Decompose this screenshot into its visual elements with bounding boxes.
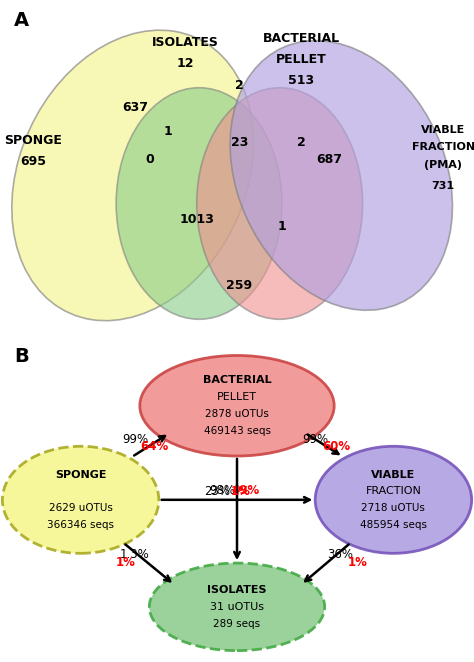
- Text: 1: 1: [164, 125, 173, 138]
- Text: SPONGE: SPONGE: [4, 134, 62, 147]
- Text: 1.3%: 1.3%: [119, 548, 149, 561]
- Text: 99%: 99%: [122, 434, 148, 446]
- Text: 695: 695: [20, 155, 46, 168]
- Text: 36%: 36%: [328, 548, 353, 561]
- Text: 1013: 1013: [179, 213, 214, 226]
- Text: 2878 uOTUs: 2878 uOTUs: [205, 409, 269, 419]
- Text: (PMA): (PMA): [424, 160, 462, 170]
- Text: BACTERIAL: BACTERIAL: [203, 375, 271, 385]
- Text: 12: 12: [176, 57, 193, 70]
- Text: 98%: 98%: [209, 483, 235, 496]
- Text: SPONGE: SPONGE: [55, 469, 106, 479]
- Text: 259: 259: [226, 279, 253, 293]
- Ellipse shape: [149, 563, 325, 651]
- Text: PELLET: PELLET: [217, 393, 257, 402]
- Text: 60%: 60%: [322, 440, 351, 453]
- Text: FRACTION: FRACTION: [365, 487, 421, 496]
- Text: 2: 2: [297, 136, 305, 148]
- Text: 49%: 49%: [231, 483, 260, 496]
- Text: 289 seqs: 289 seqs: [213, 619, 261, 629]
- Text: 23%: 23%: [204, 485, 230, 498]
- Text: 23: 23: [231, 136, 248, 148]
- Text: B: B: [14, 348, 29, 366]
- Ellipse shape: [140, 355, 334, 456]
- Text: 1%: 1%: [348, 555, 368, 569]
- Text: FRACTION: FRACTION: [411, 142, 474, 152]
- Text: 31 uOTUs: 31 uOTUs: [210, 602, 264, 612]
- Text: VIABLE: VIABLE: [421, 125, 465, 135]
- Text: VIABLE: VIABLE: [371, 469, 416, 479]
- Text: ISOLATES: ISOLATES: [151, 36, 219, 48]
- Text: 687: 687: [317, 153, 342, 166]
- Text: ISOLATES: ISOLATES: [207, 585, 267, 595]
- Text: 2629 uOTUs: 2629 uOTUs: [49, 503, 112, 513]
- Text: 2: 2: [235, 79, 244, 93]
- Ellipse shape: [2, 446, 159, 553]
- Text: 469143 seqs: 469143 seqs: [203, 426, 271, 436]
- Text: 485954 seqs: 485954 seqs: [360, 520, 427, 530]
- Ellipse shape: [197, 88, 363, 319]
- Text: 731: 731: [432, 181, 455, 191]
- Text: 366346 seqs: 366346 seqs: [47, 520, 114, 530]
- Text: 513: 513: [288, 74, 314, 87]
- Ellipse shape: [315, 446, 472, 553]
- Ellipse shape: [12, 30, 254, 320]
- Text: 637: 637: [122, 101, 148, 113]
- Text: BACTERIAL: BACTERIAL: [263, 32, 339, 45]
- Ellipse shape: [230, 40, 453, 310]
- Text: A: A: [14, 11, 29, 30]
- Text: 1%: 1%: [116, 555, 136, 569]
- Text: 2718 uOTUs: 2718 uOTUs: [362, 503, 425, 513]
- Ellipse shape: [116, 88, 282, 319]
- Text: PELLET: PELLET: [275, 53, 327, 66]
- Text: 1%: 1%: [231, 485, 251, 498]
- Text: 0: 0: [145, 153, 154, 166]
- Text: 64%: 64%: [140, 440, 168, 453]
- Text: 99%: 99%: [302, 434, 328, 446]
- Text: 1: 1: [278, 220, 286, 233]
